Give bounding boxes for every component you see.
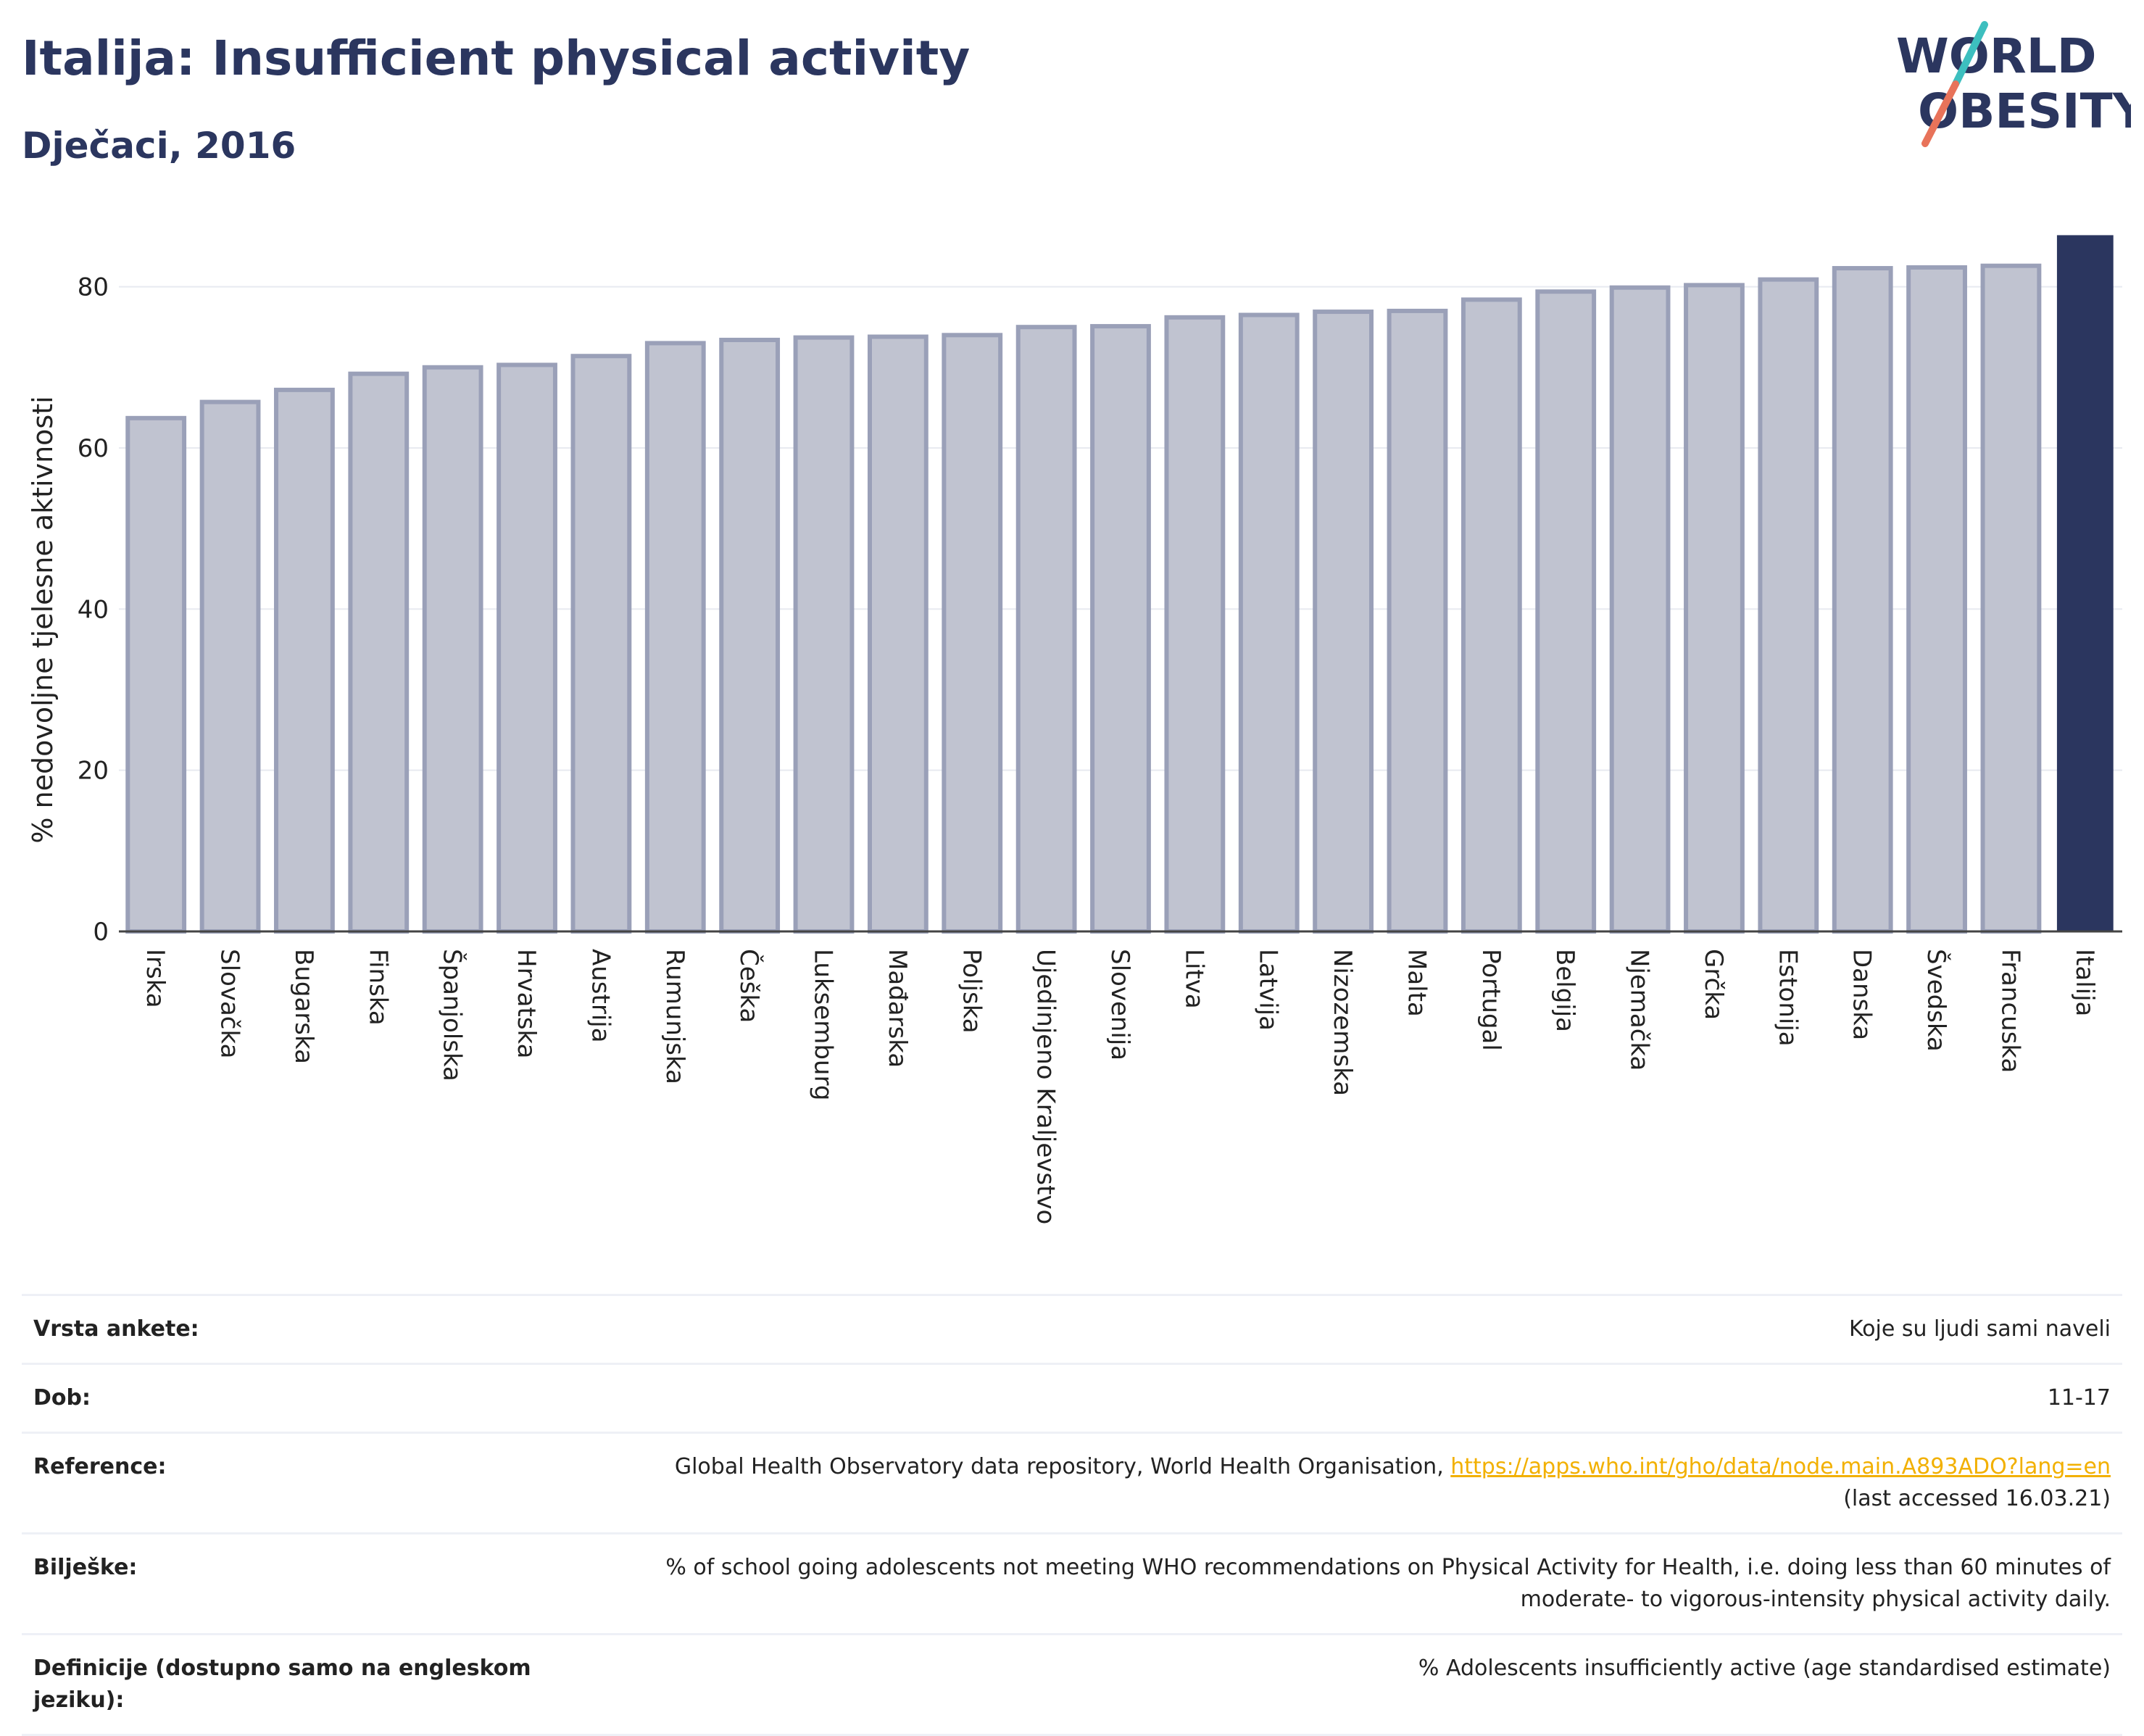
x-tick-label: Rumunjska — [660, 949, 689, 1084]
info-row-reference: Reference: Global Health Observatory dat… — [22, 1432, 2122, 1534]
reference-link[interactable]: https://apps.who.int/gho/data/node.main.… — [1450, 1454, 2111, 1479]
info-label: Bilješke: — [33, 1555, 138, 1580]
x-tick-label: Litva — [1179, 949, 1208, 1009]
reference-accessed: (last accessed 16.03.21) — [1843, 1486, 2111, 1511]
bar-francuska[interactable] — [1980, 263, 2042, 934]
bar-ujedinjeno-kraljevstvo[interactable] — [1015, 325, 1077, 934]
x-tick-label: Finska — [363, 949, 392, 1026]
chart-subtitle: Dječaci, 2016 — [22, 125, 296, 167]
x-tick-label: Luksemburg — [809, 949, 838, 1100]
bar-austrija[interactable] — [570, 354, 632, 934]
y-ticks: 0 20 40 60 80 — [78, 273, 109, 947]
bar-nizozemska[interactable] — [1313, 310, 1374, 934]
bar-španjolska[interactable] — [422, 365, 483, 934]
info-row-definitions: Definicije (dostupno samo na engleskom j… — [22, 1634, 2122, 1735]
info-value: Global Health Observatory data repositor… — [552, 1433, 2122, 1534]
info-row-notes: Bilješke: % of school going adolescents … — [22, 1533, 2122, 1635]
info-value: % Adolescents insufficiently active (age… — [1418, 1656, 2111, 1681]
world-obesity-logo: WORLD OBESITY — [1896, 21, 2131, 147]
x-tick-label: Bugarska — [289, 949, 318, 1064]
y-axis-title: % nedovoljne tjelesne aktivnosti — [27, 396, 59, 843]
bar-italija[interactable] — [2056, 235, 2114, 931]
chart-title: Italija: Insufficient physical activity — [22, 30, 971, 86]
x-tick-label: Estonija — [1773, 949, 1802, 1047]
bar-mađarska[interactable] — [867, 334, 928, 934]
x-tick-label: Grčka — [1699, 949, 1728, 1020]
y-tick-label: 80 — [78, 273, 109, 302]
info-value: % of school going adolescents not meetin… — [665, 1555, 2111, 1612]
info-row-age: Dob: 11-17 — [22, 1363, 2122, 1433]
x-tick-label: Danska — [1848, 949, 1877, 1040]
bar-hrvatska[interactable] — [496, 362, 557, 934]
bar-slovačka[interactable] — [199, 399, 261, 934]
x-tick-label: Austrija — [586, 949, 615, 1043]
x-tick-label: Irska — [141, 949, 170, 1008]
x-tick-label: Belgija — [1550, 949, 1579, 1032]
y-tick-label: 0 — [93, 918, 109, 947]
logo-text-world: WORLD — [1896, 28, 2097, 84]
bar-bugarska[interactable] — [274, 387, 335, 934]
info-label: Dob: — [33, 1385, 91, 1411]
bar-luksemburg[interactable] — [793, 335, 855, 934]
y-tick-label: 40 — [78, 595, 109, 624]
info-label: Reference: — [33, 1454, 167, 1479]
x-tick-label: Nizozemska — [1328, 949, 1357, 1096]
bar-poljska[interactable] — [942, 333, 1003, 934]
x-tick-label: Češka — [734, 949, 764, 1023]
x-tick-label: Italija — [2070, 949, 2099, 1016]
info-row-survey: Vrsta ankete: Koje su ljudi sami naveli — [22, 1295, 2122, 1364]
x-ticks: Irska Slovačka Bugarska Finska Španjolska Hrv… — [141, 949, 2099, 1224]
x-tick-label: Hrvatska — [512, 949, 541, 1058]
info-table: Vrsta ankete: Koje su ljudi sami naveli … — [22, 1294, 2122, 1736]
x-tick-label: Mađarska — [883, 949, 912, 1068]
x-tick-label: Poljska — [957, 949, 986, 1034]
bar-finska[interactable] — [348, 371, 410, 934]
bar-irska[interactable] — [125, 415, 187, 934]
bar-njemačka[interactable] — [1609, 285, 1671, 934]
info-label: Definicije (dostupno samo na engleskom j… — [33, 1656, 531, 1713]
bar-latvija[interactable] — [1238, 312, 1300, 934]
bar-malta[interactable] — [1387, 308, 1448, 934]
x-tick-label: Njemačka — [1625, 949, 1654, 1071]
bar-litva[interactable] — [1164, 315, 1226, 934]
y-tick-label: 60 — [78, 434, 109, 463]
bar-chart: 0 20 40 60 80 Irska Slovačka Bugarska Finska Špa… — [27, 235, 2122, 1224]
x-tick-label: Portugal — [1476, 949, 1505, 1051]
x-tick-label: Španjolska — [438, 949, 468, 1081]
reference-text: Global Health Observatory data repositor… — [674, 1454, 1451, 1479]
bar-rumunjska[interactable] — [644, 341, 706, 934]
bar-grčka[interactable] — [1684, 283, 1745, 934]
info-value: 11-17 — [2047, 1385, 2111, 1411]
bar-portugal[interactable] — [1461, 297, 1522, 934]
bar-češka[interactable] — [719, 337, 781, 934]
x-tick-label: Latvija — [1254, 949, 1283, 1031]
info-label: Vrsta ankete: — [33, 1316, 199, 1342]
x-tick-label: Švedska — [1921, 949, 1951, 1052]
bar-danska[interactable] — [1832, 266, 1893, 934]
info-value: Koje su ljudi sami naveli — [1848, 1316, 2111, 1342]
bars — [125, 235, 2114, 934]
bar-estonija[interactable] — [1758, 277, 1819, 934]
x-tick-label: Slovačka — [215, 949, 244, 1058]
bar-slovenija[interactable] — [1090, 324, 1151, 934]
x-tick-label: Ujedinjeno Kraljevstvo — [1031, 949, 1060, 1224]
x-tick-label: Malta — [1402, 949, 1431, 1017]
x-tick-label: Francuska — [1995, 949, 2024, 1073]
bar-belgija[interactable] — [1535, 289, 1597, 934]
bar-švedska[interactable] — [1906, 265, 1967, 934]
x-tick-label: Slovenija — [1105, 949, 1134, 1060]
y-tick-label: 20 — [78, 757, 109, 786]
